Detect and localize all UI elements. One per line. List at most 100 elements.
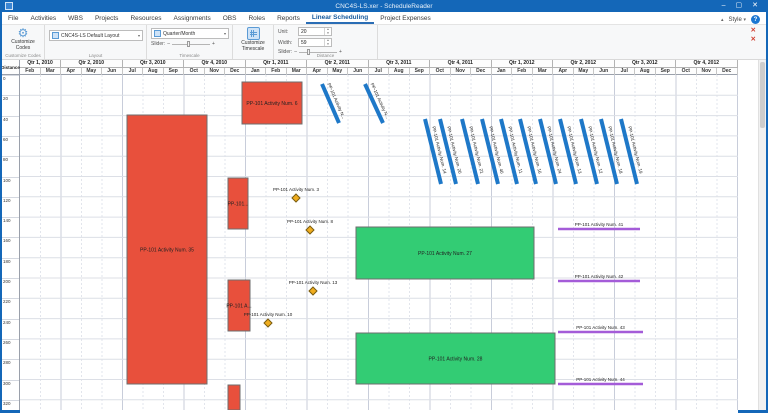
distance-zoom-in[interactable]: + [338, 49, 342, 55]
distance-tick-label: 240 [2, 318, 19, 325]
tab-projects[interactable]: Projects [94, 14, 119, 22]
activity-diagonal[interactable] [438, 118, 458, 185]
minimize-button[interactable]: – [721, 2, 726, 9]
month-row: Feb Mar Apr May Jun Jul Aug Sep Oct Nov Dec Jan Feb M… [20, 67, 738, 75]
tab-wbs[interactable]: WBS [68, 14, 83, 22]
close-icon[interactable]: ✕ [750, 36, 756, 43]
distance-unit-stepper[interactable]: 20 ▲ ▼ [298, 27, 332, 36]
close-icon[interactable]: ✕ [750, 27, 756, 34]
distance-slider[interactable] [298, 49, 337, 55]
milestone-diamond[interactable] [305, 225, 315, 235]
activity-label: PP-101 Activity Num. 42 [575, 274, 624, 279]
quarter-header-cell: Qtr 2, 2010 [61, 60, 123, 68]
group-distance: Unit: 20 ▲ ▼ Width: 59 ▲ ▼ [274, 25, 378, 59]
layout-dropdown[interactable]: CNC4S-LS Default Layout ▾ [49, 30, 143, 41]
month-header-cell: Nov [451, 67, 471, 75]
distance-tick-label: 220 [2, 298, 19, 304]
group-label-layout: Layout [88, 53, 103, 58]
month-header-cell: Jun [594, 67, 615, 75]
tab-reports[interactable]: Reports [277, 14, 300, 22]
help-icon[interactable]: ? [751, 15, 760, 24]
activity-box[interactable] [355, 226, 535, 280]
timescale-zoom-out[interactable]: – [167, 41, 170, 47]
tab-assignments[interactable]: Assignments [173, 14, 211, 22]
month-header-cell: Mar [41, 67, 61, 75]
activity-label: PP-101 A... [226, 304, 251, 310]
activity-box[interactable] [227, 177, 249, 230]
month-header-cell: Oct [676, 67, 697, 75]
month-header-cell: Nov [205, 67, 225, 75]
timescale-dropdown[interactable]: Quarter/Month ▾ [151, 28, 229, 39]
distance-zoom-out[interactable]: – [294, 49, 297, 55]
activity-diagonal[interactable] [538, 118, 558, 185]
style-dropdown[interactable]: Style ▾ [728, 16, 746, 23]
window-title: CNC4S-LS.xer - ScheduleReader [335, 2, 433, 10]
quarter-header-cell: Qtr 3, 2012 [614, 60, 676, 68]
activity-box[interactable] [355, 332, 556, 385]
timescale-zoom-in[interactable]: + [211, 41, 215, 47]
distance-tick-label: 300 [2, 379, 19, 386]
month-header-cell: Jul [615, 67, 635, 75]
activity-diagonal[interactable] [499, 118, 519, 185]
quarter-header-cell: Qtr 3, 2010 [122, 60, 184, 68]
tab-project-expenses[interactable]: Project Expenses [380, 14, 431, 22]
month-header-cell: Jul [369, 67, 389, 75]
vertical-scrollbar[interactable] [758, 60, 766, 410]
activity-label: PP-101 Activity Num. 13 [289, 280, 338, 285]
distance-tick-label: 320 [2, 399, 19, 406]
activity-box[interactable] [227, 279, 251, 332]
timescale-slider[interactable] [171, 41, 210, 47]
activity-label: PP-101 Activity Num. 27 [418, 251, 472, 257]
activity-box[interactable] [227, 384, 241, 411]
activity-diagonal[interactable] [460, 118, 480, 185]
distance-tick-label: 120 [2, 196, 19, 203]
activity-diagonal[interactable] [480, 118, 500, 185]
close-button[interactable]: ✕ [752, 2, 758, 9]
distance-width-stepper[interactable]: 59 ▲ ▼ [298, 38, 332, 47]
activity-diagonal[interactable] [320, 83, 341, 124]
gear-icon: ⚙ [17, 26, 29, 40]
tab-activities[interactable]: Activities [30, 14, 57, 22]
activity-diagonal[interactable] [363, 83, 385, 124]
activity-diagonal[interactable] [423, 118, 443, 185]
milestone-diamond[interactable] [291, 193, 301, 203]
stepper-arrows-icon[interactable]: ▲ ▼ [324, 27, 331, 35]
activity-diagonal[interactable] [619, 118, 639, 185]
activity-diagonal[interactable] [518, 118, 538, 185]
quarter-header-cell: Qtr 1, 2010 [20, 60, 61, 68]
chart-right-margin [738, 60, 758, 410]
milestone-diamond[interactable] [263, 318, 273, 328]
timescale-header: Qtr 1, 2010 Qtr 2, 2010 Qtr 3, 2010 Qtr 4, … [20, 60, 738, 75]
milestone-diamond[interactable] [308, 286, 318, 296]
month-header-cell: May [328, 67, 348, 75]
activity-box[interactable] [126, 114, 208, 385]
month-header-cell: Nov [697, 67, 717, 75]
month-header-cell: Jul [123, 67, 143, 75]
tab-roles[interactable]: Roles [248, 14, 266, 22]
activity-diagonal[interactable] [599, 118, 619, 185]
activity-box[interactable] [241, 81, 303, 125]
maximize-button[interactable]: ▢ [735, 2, 743, 9]
chart-canvas: PP-101 Activity Num. 35 PP-101 Activity N… [20, 75, 738, 411]
activity-diagonal[interactable] [579, 118, 599, 185]
stepper-arrows-icon[interactable]: ▲ ▼ [324, 38, 331, 46]
month-header-cell: Apr [61, 67, 82, 75]
vertical-scrollbar-thumb[interactable] [760, 62, 765, 128]
activity-label: PP-101 Activity Num. 8 [287, 219, 334, 224]
tab-obs[interactable]: OBS [222, 14, 237, 22]
activity-label: PP-101 Activity Num. 41 [575, 222, 624, 227]
distance-slider-thumb[interactable] [306, 49, 310, 55]
quarter-header-cell: Qtr 4, 2011 [430, 60, 492, 68]
quarter-row: Qtr 1, 2010 Qtr 2, 2010 Qtr 3, 2010 Qtr 4, … [20, 60, 738, 68]
distance-tick-label: 140 [2, 217, 19, 223]
activity-diagonal[interactable] [558, 118, 578, 185]
ribbon-collapse-icon[interactable]: ▴ [720, 16, 724, 23]
tab-resources[interactable]: Resources [130, 14, 162, 22]
timescale-slider-thumb[interactable] [186, 41, 190, 47]
app-icon [5, 2, 13, 10]
customize-timescale-button[interactable]: Customize Timescale [237, 27, 269, 53]
customize-codes-button[interactable]: ⚙ Customize Codes [11, 26, 35, 51]
tab-file[interactable]: File [8, 14, 19, 22]
tab-linear-scheduling[interactable]: Linear Scheduling [305, 12, 375, 24]
